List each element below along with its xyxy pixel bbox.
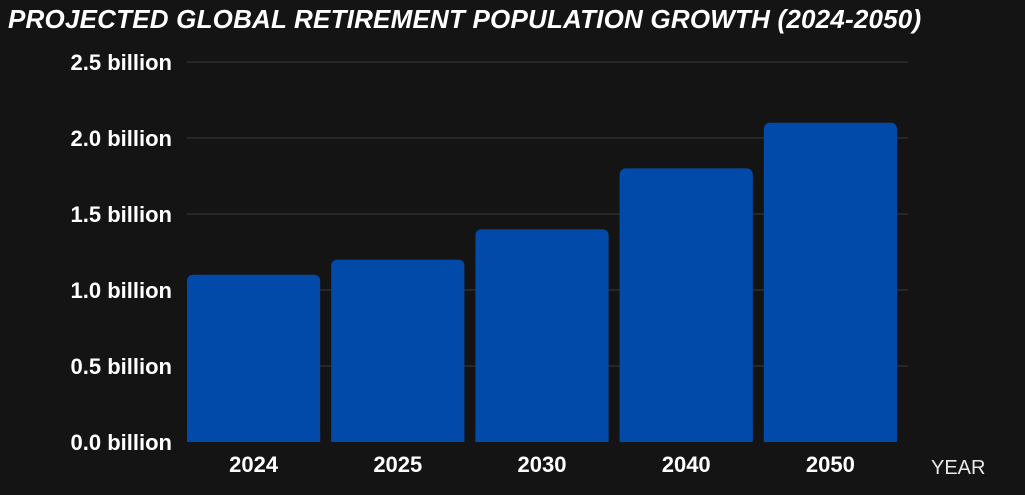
y-tick-label: 2.5 billion [71, 50, 172, 75]
y-tick-label: 1.0 billion [71, 278, 172, 303]
y-tick-label: 2.0 billion [71, 126, 172, 151]
bar-2024 [187, 274, 321, 442]
y-tick-label: 1.5 billion [71, 202, 172, 227]
bar-base-2050 [763, 434, 897, 442]
x-tick-label: 2024 [229, 452, 279, 477]
bars [187, 122, 897, 443]
y-axis-tick-labels: 0.0 billion 0.5 billion 1.0 billion 1.5 bil… [71, 50, 172, 455]
bar-2050 [763, 122, 897, 443]
bar-base-2024 [187, 434, 321, 442]
bar-2030 [475, 229, 609, 442]
x-tick-label: 2025 [373, 452, 422, 477]
chart-title: PROJECTED GLOBAL RETIREMENT POPULATION G… [8, 4, 922, 34]
bar-2040 [619, 168, 753, 442]
bar-base-2040 [619, 434, 753, 442]
x-axis-tick-labels: 2024 2025 2030 2040 2050 [229, 452, 855, 477]
bar-2025 [331, 259, 465, 442]
bar-base-2030 [475, 434, 609, 442]
bar-base-2025 [331, 434, 465, 442]
x-axis-label: YEAR [931, 457, 985, 479]
x-tick-label: 2030 [518, 452, 567, 477]
y-tick-label: 0.5 billion [71, 354, 172, 379]
x-tick-label: 2050 [806, 452, 855, 477]
x-tick-label: 2040 [662, 452, 711, 477]
y-tick-label: 0.0 billion [71, 430, 172, 455]
